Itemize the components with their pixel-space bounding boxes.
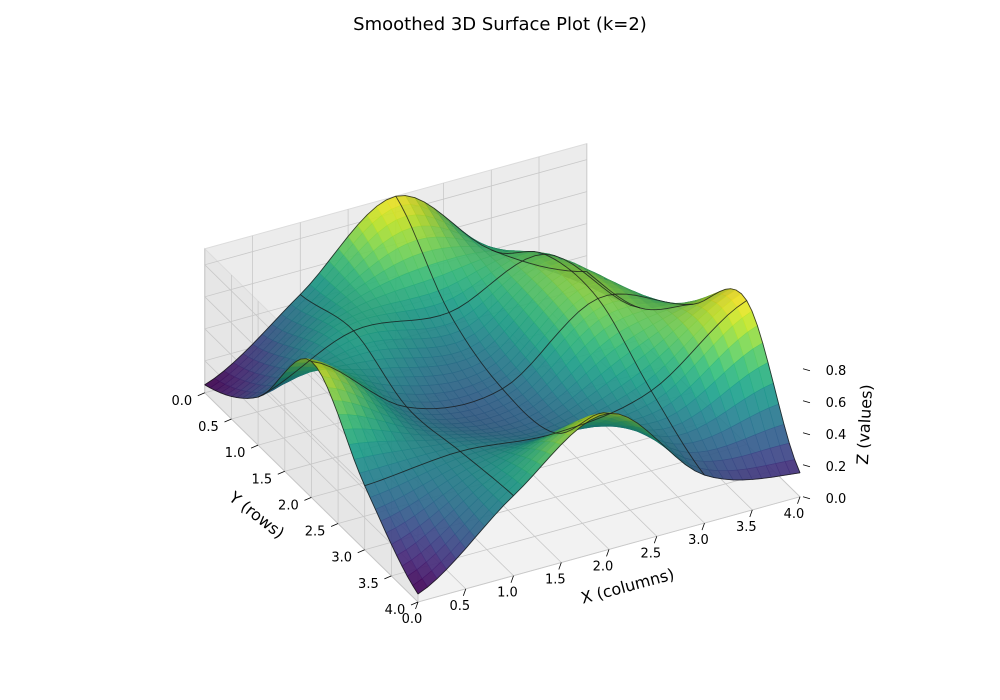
z-tick-label: 0.8 bbox=[826, 364, 847, 379]
x-tick-label: 3.0 bbox=[688, 533, 709, 548]
x-tick bbox=[749, 509, 753, 518]
y-tick-label: 0.0 bbox=[171, 394, 192, 409]
y-tick bbox=[304, 497, 312, 501]
z-tick bbox=[802, 368, 811, 372]
x-tick bbox=[797, 496, 801, 504]
x-tick bbox=[462, 588, 467, 597]
y-tick bbox=[197, 392, 205, 397]
y-tick bbox=[357, 549, 365, 554]
surface-wire-y bbox=[417, 412, 801, 595]
y-tick-label: 1.0 bbox=[225, 446, 246, 461]
x-tick-label: 0.0 bbox=[402, 612, 423, 627]
x-tick-label: 1.0 bbox=[497, 586, 518, 601]
y-tick bbox=[330, 523, 339, 527]
x-tick bbox=[701, 522, 705, 531]
surface-wire-y bbox=[364, 300, 747, 487]
x-tick bbox=[558, 562, 562, 570]
y-tick bbox=[250, 444, 259, 449]
y-tick-label: 1.5 bbox=[251, 472, 272, 487]
surface-wire-x bbox=[491, 249, 705, 476]
z-tick-label: 0.0 bbox=[826, 492, 847, 507]
x-tick-label: 2.0 bbox=[593, 559, 614, 574]
y-tick-label: 3.5 bbox=[358, 577, 379, 592]
x-tick bbox=[510, 575, 514, 583]
y-tick bbox=[277, 470, 285, 475]
chart-title: Smoothed 3D Surface Plot (k=2) bbox=[353, 14, 647, 35]
z-axis-title: Z (values) bbox=[853, 384, 876, 465]
y-tick-label: 0.5 bbox=[198, 420, 219, 435]
x-tick-label: 4.0 bbox=[784, 507, 805, 522]
z-tick bbox=[802, 464, 811, 468]
y-tick bbox=[224, 418, 232, 423]
y-tick bbox=[384, 575, 392, 580]
axis-ticks: 0.00.51.01.52.02.53.03.54.00.00.51.01.52… bbox=[171, 364, 846, 627]
y-tick-label: 4.0 bbox=[385, 603, 406, 618]
y-tick-label: 2.5 bbox=[305, 525, 326, 540]
z-tick bbox=[802, 432, 811, 436]
x-tick-label: 0.5 bbox=[449, 599, 470, 614]
x-tick-label: 3.5 bbox=[736, 520, 757, 535]
x-tick-label: 1.5 bbox=[545, 573, 566, 588]
surface-mesh bbox=[204, 195, 801, 595]
y-tick-label: 3.0 bbox=[331, 551, 352, 566]
x-tick bbox=[653, 536, 658, 544]
x-tick bbox=[606, 549, 610, 557]
z-tick-label: 0.6 bbox=[826, 396, 847, 411]
x-tick bbox=[415, 601, 419, 610]
y-tick-label: 2.0 bbox=[278, 498, 299, 513]
y-axis-title: Y (rows) bbox=[225, 487, 289, 542]
z-tick-label: 0.4 bbox=[826, 428, 847, 443]
z-tick-label: 0.2 bbox=[826, 460, 847, 475]
surface-wire-x bbox=[586, 271, 801, 473]
y-tick bbox=[410, 601, 419, 606]
z-tick bbox=[802, 496, 811, 500]
x-tick-label: 2.5 bbox=[640, 546, 661, 561]
z-tick bbox=[802, 400, 811, 404]
surface-wire-y bbox=[311, 293, 694, 410]
